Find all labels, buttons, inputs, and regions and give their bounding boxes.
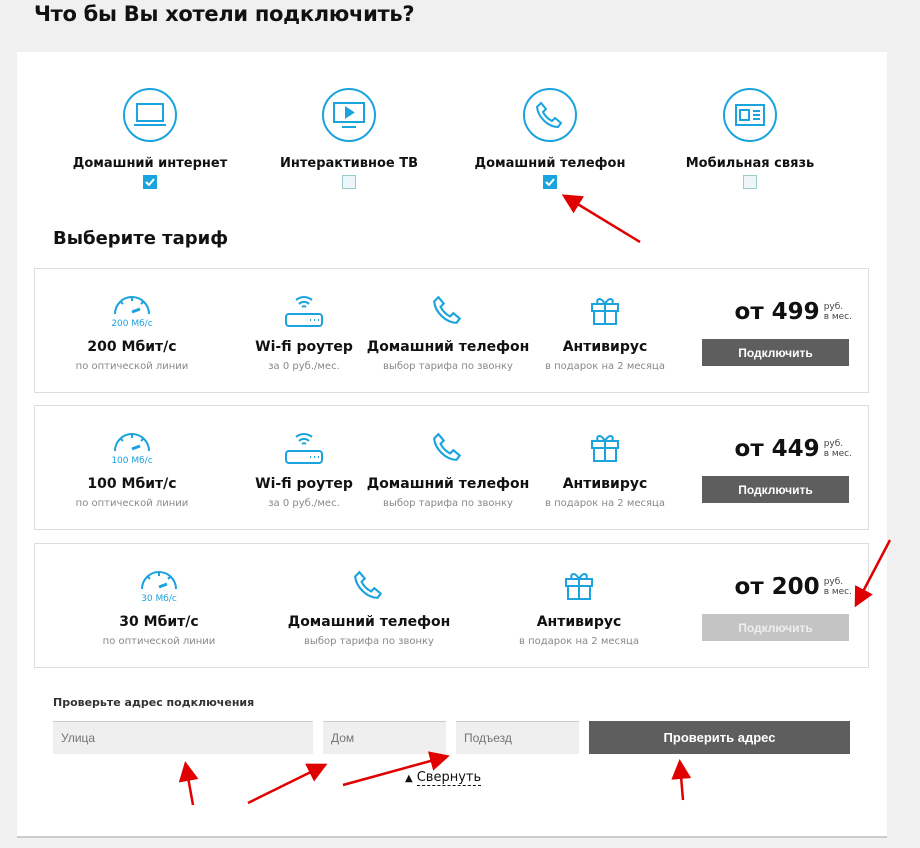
service-label: Домашний интернет [72,156,228,171]
speed-badge: 30 Мб/с [141,594,177,604]
speed-badge: 200 Мб/с [111,319,153,329]
phone-feature: Домашний телефон выбор тарифа по звонку [358,291,538,372]
phone-icon [353,569,385,605]
speed-feature: 30 Мб/с 30 Мбит/с по оптической линии [69,566,249,647]
antivirus-feature: Антивирус в подарок на 2 месяца [515,428,695,509]
street-input[interactable] [53,721,313,754]
speedometer-icon [139,570,179,594]
phone-feature: Домашний телефон выбор тарифа по звонку [358,428,538,509]
feature-name: Антивирус [536,614,622,630]
speedometer-icon [112,295,152,319]
feature-desc: за 0 руб./мес. [268,361,340,372]
price-unit: руб. в мес. [824,439,852,459]
unit-period: в мес. [823,312,852,322]
service-tv[interactable]: Интерактивное ТВ [249,88,449,189]
speed-feature: 100 Мб/с 100 Мбит/с по оптической линии [42,428,222,509]
connect-button[interactable]: Подключить [702,476,849,503]
price-unit: руб. в мес. [824,302,852,322]
feature-desc: выбор тарифа по звонку [304,636,434,647]
speedometer-icon [112,432,152,456]
speed-badge: 100 Мб/с [111,456,153,466]
tariff-card: 30 Мб/с 30 Мбит/с по оптической линии Домаш… [34,543,869,668]
gift-icon [563,569,595,605]
feature-name: Wi-fi роутер [255,339,353,355]
feature-desc: выбор тарифа по звонку [383,361,513,372]
tariff-card: 200 Мб/с 200 Мбит/с по оптической линии Wi-… [34,268,869,393]
feature-name: Антивирус [562,339,648,355]
feature-name: 200 Мбит/с [87,339,177,355]
speed-feature: 200 Мб/с 200 Мбит/с по оптической линии [42,291,222,372]
entrance-input[interactable] [456,721,579,754]
tariff-card: 100 Мб/с 100 Мбит/с по оптической линии Wi-… [34,405,869,530]
checkbox-phone[interactable] [543,175,557,189]
feature-name: Домашний телефон [366,339,530,355]
feature-desc: по оптической линии [75,361,189,372]
phone-icon [432,431,464,467]
price-value: от 499 [734,299,820,325]
feature-name: 30 Мбит/с [119,614,199,630]
service-label: Интерактивное ТВ [279,156,419,171]
wifi-router-icon [284,429,324,469]
feature-desc: выбор тарифа по звонку [383,498,513,509]
checkbox-internet[interactable] [143,175,157,189]
connect-button[interactable]: Подключить [702,339,849,366]
feature-desc: в подарок на 2 месяца [545,498,665,509]
price: от 449 руб. в мес. [735,436,852,462]
feature-desc: за 0 руб./мес. [268,498,340,509]
connect-button[interactable]: Подключить [702,614,849,641]
phone-icon [432,294,464,330]
antivirus-feature: Антивирус в подарок на 2 месяца [515,291,695,372]
collapse-link[interactable]: ▲ Свернуть [405,770,482,786]
router-feature: Wi-fi роутер за 0 руб./мес. [214,291,394,372]
unit-currency: руб. [823,302,844,312]
wifi-router-icon [284,292,324,332]
house-input[interactable] [323,721,446,754]
page-title: Что бы Вы хотели подключить? [34,2,415,26]
feature-name: 100 Мбит/с [87,476,177,492]
check-address-button[interactable]: Проверить адрес [589,721,850,754]
sim-card-icon [723,88,777,142]
feature-name: Wi-fi роутер [255,476,353,492]
feature-desc: в подарок на 2 месяца [545,361,665,372]
router-feature: Wi-fi роутер за 0 руб./мес. [214,428,394,509]
service-label: Мобильная связь [685,156,815,171]
feature-desc: по оптической линии [102,636,216,647]
tariff-heading: Выберите тариф [53,228,229,249]
price-value: от 449 [734,436,820,462]
price-value: от 200 [734,574,820,600]
tv-icon [322,88,376,142]
laptop-icon [123,88,177,142]
unit-period: в мес. [823,449,852,459]
triangle-up-icon: ▲ [405,772,413,784]
checkbox-mobile[interactable] [743,175,757,189]
service-label: Домашний телефон [474,156,626,171]
price: от 499 руб. в мес. [735,299,852,325]
service-phone[interactable]: Домашний телефон [450,88,650,189]
price: от 200 руб. в мес. [735,574,852,600]
unit-currency: руб. [823,439,844,449]
address-label: Проверьте адрес подключения [53,696,255,709]
antivirus-feature: Антивирус в подарок на 2 месяца [489,566,669,647]
gift-icon [589,294,621,330]
service-internet[interactable]: Домашний интернет [50,88,250,189]
phone-feature: Домашний телефон выбор тарифа по звонку [279,566,459,647]
unit-currency: руб. [823,577,844,587]
feature-desc: в подарок на 2 месяца [519,636,639,647]
service-mobile[interactable]: Мобильная связь [650,88,850,189]
phone-icon [523,88,577,142]
price-unit: руб. в мес. [824,577,852,597]
feature-name: Домашний телефон [366,476,530,492]
feature-name: Домашний телефон [287,614,451,630]
unit-period: в мес. [823,587,852,597]
feature-desc: по оптической линии [75,498,189,509]
checkbox-tv[interactable] [342,175,356,189]
feature-name: Антивирус [562,476,648,492]
collapse-label: Свернуть [416,770,482,786]
gift-icon [589,431,621,467]
